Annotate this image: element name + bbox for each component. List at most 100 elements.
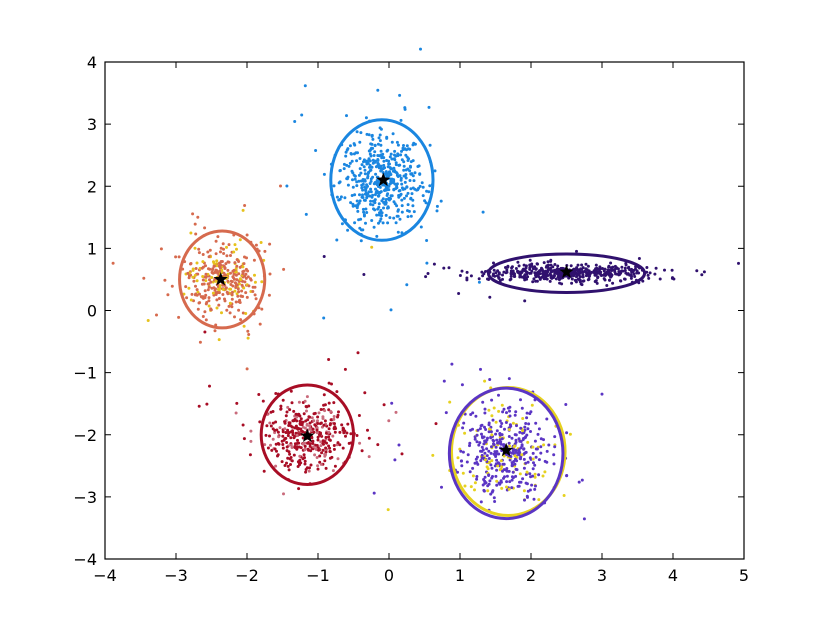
data-point: [233, 289, 237, 293]
data-point: [552, 462, 556, 466]
cluster-right-mean-star: [559, 264, 574, 279]
data-point: [284, 431, 288, 434]
data-point: [579, 275, 582, 279]
data-point: [373, 201, 377, 205]
data-point: [217, 264, 221, 268]
data-point: [505, 469, 509, 473]
data-point: [482, 478, 486, 481]
data-point: [271, 437, 275, 441]
data-point: [190, 292, 194, 296]
data-point: [340, 222, 344, 226]
data-point: [521, 477, 525, 481]
data-point: [488, 479, 492, 483]
data-point: [322, 255, 326, 258]
data-point: [238, 238, 242, 242]
data-point: [287, 431, 291, 435]
data-point: [474, 414, 478, 418]
data-point: [384, 198, 388, 201]
data-point: [189, 298, 193, 302]
data-point: [254, 297, 258, 301]
data-point: [473, 488, 476, 492]
data-point: [385, 173, 389, 177]
data-point: [484, 270, 487, 273]
data-point: [249, 439, 253, 443]
data-point: [311, 439, 315, 443]
data-point: [245, 367, 249, 371]
data-point: [241, 311, 245, 315]
data-point: [287, 424, 291, 427]
data-point: [284, 414, 288, 418]
data-point: [395, 182, 399, 186]
data-point: [211, 291, 215, 295]
data-point: [324, 446, 328, 450]
data-point: [530, 483, 534, 487]
data-point: [465, 270, 469, 274]
data-point: [546, 270, 550, 274]
data-point: [142, 276, 146, 280]
data-point: [403, 180, 407, 184]
data-point: [508, 480, 512, 484]
data-point: [185, 296, 189, 300]
data-point: [400, 452, 404, 456]
data-point: [370, 245, 374, 249]
data-point: [500, 465, 504, 469]
data-point: [406, 191, 410, 195]
data-point: [410, 192, 414, 196]
data-point: [394, 154, 398, 158]
data-point: [327, 381, 331, 385]
data-point: [365, 196, 369, 200]
data-point: [505, 485, 508, 489]
data-point: [494, 432, 498, 436]
data-point: [270, 448, 274, 452]
data-point: [327, 358, 331, 361]
data-point: [507, 435, 511, 438]
data-point: [290, 459, 294, 463]
data-point: [483, 439, 487, 443]
data-point: [490, 414, 494, 418]
data-point: [218, 261, 221, 265]
data-point: [381, 171, 385, 174]
data-point: [204, 272, 208, 276]
data-point: [369, 179, 373, 183]
data-point: [371, 203, 375, 207]
data-point: [203, 310, 207, 314]
data-point: [560, 282, 564, 286]
data-point: [486, 277, 489, 281]
data-point: [471, 466, 475, 470]
data-point: [549, 276, 553, 280]
data-point: [386, 192, 390, 196]
data-point: [366, 159, 370, 163]
data-point: [531, 267, 535, 271]
data-point: [483, 475, 487, 479]
data-point: [605, 284, 609, 287]
data-point: [369, 168, 373, 172]
data-point: [514, 440, 518, 444]
data-point: [526, 460, 530, 464]
data-point: [508, 414, 512, 418]
data-point: [288, 408, 292, 412]
data-point: [317, 411, 321, 415]
data-point: [319, 440, 323, 444]
data-point: [483, 451, 487, 455]
data-point: [355, 180, 359, 184]
data-point: [191, 275, 195, 279]
data-point: [551, 265, 555, 269]
data-point: [521, 431, 524, 435]
data-point: [332, 184, 336, 188]
data-point: [274, 464, 278, 468]
data-point: [247, 284, 251, 288]
data-point: [458, 274, 462, 277]
data-point: [357, 201, 361, 205]
data-point: [508, 444, 511, 448]
data-point: [352, 142, 356, 146]
data-point: [241, 208, 245, 212]
cluster-bottom-right-points: [372, 362, 604, 521]
data-point: [602, 273, 606, 277]
data-point: [315, 426, 319, 430]
data-point: [378, 139, 382, 143]
data-point: [286, 405, 290, 409]
data-point: [194, 292, 198, 296]
data-point: [309, 463, 313, 467]
data-point: [581, 266, 585, 270]
data-point: [737, 261, 740, 265]
